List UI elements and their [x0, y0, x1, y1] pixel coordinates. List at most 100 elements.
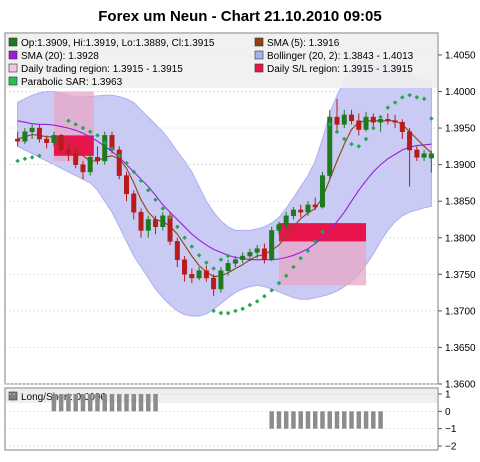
candle-body — [341, 114, 347, 125]
sar-point — [283, 273, 289, 279]
candle-body — [283, 215, 289, 225]
legend-label: Daily S/L region: 1.3915 - 1.3915 — [267, 64, 413, 75]
sub-y-tick-label: −1 — [445, 424, 457, 435]
legend-swatch — [254, 50, 264, 60]
legend-label: Bollinger (20, 2): 1.3843 - 1.4013 — [267, 51, 414, 62]
sub-legend-label: Long/Short: 0.0000 — [21, 392, 107, 403]
long-short-bar — [51, 394, 57, 412]
sar-point — [196, 253, 202, 258]
candle-body — [269, 230, 275, 260]
candle-body — [94, 157, 100, 162]
sar-point — [80, 125, 86, 131]
sar-point — [371, 125, 376, 131]
candle-body — [290, 209, 296, 217]
sub-y-tick-label: −2 — [445, 442, 457, 453]
long-short-bar — [146, 394, 151, 412]
legend-background — [6, 34, 437, 88]
long-short-bar — [320, 411, 325, 429]
candle-body — [319, 175, 325, 208]
y-tick-label: 1.3700 — [445, 306, 476, 317]
candle-body — [87, 157, 93, 173]
legend-swatch — [8, 63, 18, 73]
sar-point — [211, 266, 216, 271]
long-short-bar — [356, 411, 362, 429]
candle-body — [312, 204, 318, 208]
sar-point — [429, 116, 434, 121]
sar-point — [298, 255, 303, 261]
long-short-bar — [116, 394, 122, 412]
legend-swatch — [8, 76, 18, 86]
legend: Op:1.3909, Hi:1.3919, Lo:1.3889, Cl:1.39… — [6, 34, 437, 88]
y-tick-label: 1.3650 — [445, 343, 476, 354]
candle-body — [44, 138, 50, 143]
candle-body — [22, 131, 28, 142]
candle-body — [138, 211, 144, 231]
long-short-bar — [291, 411, 296, 429]
candle-body — [73, 153, 79, 165]
legend-label: SMA (5): 1.3916 — [267, 38, 340, 49]
candle-body — [385, 119, 391, 121]
sma20-line — [17, 120, 432, 261]
sar-point — [233, 308, 238, 314]
candle-body — [327, 116, 333, 176]
sar-point — [269, 288, 274, 293]
candle-body — [378, 119, 384, 123]
long-short-bar — [138, 394, 144, 412]
long-short-bar — [334, 411, 340, 429]
long-short-bar — [349, 411, 354, 429]
sar-point — [291, 264, 296, 270]
candle-body — [232, 259, 238, 264]
candle-body — [247, 252, 253, 257]
candle-body — [116, 149, 122, 176]
candle-body — [174, 241, 180, 260]
candle-body — [58, 135, 64, 151]
candle-body — [428, 153, 434, 159]
y-tick-label: 1.3900 — [445, 160, 476, 171]
sub-y-tick-label: 1 — [445, 390, 451, 401]
sar-point — [37, 153, 42, 159]
legend-label: Op:1.3909, Hi:1.3919, Lo:1.3889, Cl:1.39… — [21, 38, 215, 49]
candle-body — [211, 277, 217, 290]
candle-body — [298, 209, 304, 213]
y-tick-label: 1.3750 — [445, 270, 476, 281]
sar-point — [363, 136, 369, 142]
long-short-bar — [124, 394, 129, 412]
y-tick-label: 1.3950 — [445, 124, 476, 135]
sar-point — [153, 197, 158, 203]
legend-label: SMA (20): 1.3928 — [21, 51, 99, 62]
long-short-bar — [66, 394, 71, 412]
sar-point — [276, 280, 282, 286]
candle-body — [153, 219, 159, 228]
sar-point — [204, 260, 209, 265]
y-tick-label: 1.3850 — [445, 197, 476, 208]
long-short-bar — [363, 411, 369, 429]
legend-label: Parabolic SAR: 1.3963 — [21, 77, 123, 88]
sar-point — [254, 299, 260, 304]
candle-body — [102, 135, 108, 162]
long-short-bar — [153, 394, 158, 412]
sar-point — [334, 129, 340, 134]
y-tick-label: 1.4050 — [445, 50, 476, 61]
candle-body — [80, 164, 86, 173]
legend-swatch — [254, 37, 264, 47]
legend-swatch — [254, 63, 264, 73]
sar-point — [116, 153, 122, 159]
long-short-bar — [58, 394, 64, 412]
candle-body — [276, 224, 282, 231]
candle-body — [356, 120, 362, 130]
long-short-bar — [305, 411, 311, 429]
sub-legend-swatch — [8, 391, 18, 401]
candle-body — [189, 274, 195, 279]
candle-body — [15, 138, 21, 142]
long-short-bar — [73, 394, 78, 412]
candle-body — [349, 114, 355, 122]
sub-y-tick-label: 0 — [445, 407, 451, 418]
candle-body — [414, 149, 420, 158]
y-tick-label: 1.4000 — [445, 87, 476, 98]
sar-point — [131, 169, 137, 175]
sar-point — [138, 178, 144, 183]
candle-body — [261, 248, 267, 260]
candle-body — [36, 127, 42, 140]
candle-body — [182, 259, 188, 275]
long-short-bar — [371, 411, 376, 429]
